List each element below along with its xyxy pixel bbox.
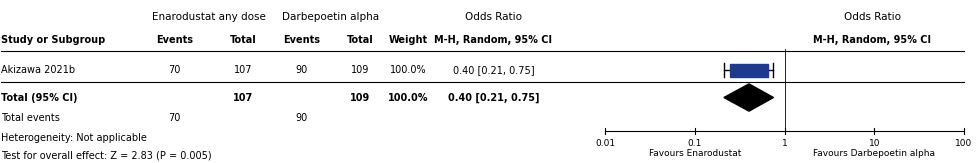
Text: 10: 10 bbox=[869, 139, 880, 148]
Text: 0.01: 0.01 bbox=[595, 139, 616, 148]
Text: 100.0%: 100.0% bbox=[389, 93, 429, 103]
Text: M-H, Random, 95% CI: M-H, Random, 95% CI bbox=[435, 35, 552, 45]
Text: Total: Total bbox=[347, 35, 373, 45]
Text: 70: 70 bbox=[169, 65, 181, 75]
Text: 107: 107 bbox=[233, 93, 253, 103]
Text: Favours Darbepoetin alpha: Favours Darbepoetin alpha bbox=[813, 149, 935, 158]
Polygon shape bbox=[724, 84, 774, 111]
Text: 100.0%: 100.0% bbox=[390, 65, 427, 75]
Text: Events: Events bbox=[283, 35, 319, 45]
Text: Enarodustat any dose: Enarodustat any dose bbox=[152, 12, 266, 22]
Text: Odds Ratio: Odds Ratio bbox=[465, 12, 522, 22]
Text: 90: 90 bbox=[295, 65, 308, 75]
Text: Total: Total bbox=[230, 35, 256, 45]
Text: Test for overall effect: Z = 2.83 (P = 0.005): Test for overall effect: Z = 2.83 (P = 0… bbox=[1, 150, 212, 160]
Text: 70: 70 bbox=[169, 113, 181, 123]
Text: Total events: Total events bbox=[1, 113, 61, 123]
Text: Darbepoetin alpha: Darbepoetin alpha bbox=[282, 12, 379, 22]
Text: Favours Enarodustat: Favours Enarodustat bbox=[649, 149, 742, 158]
Text: 107: 107 bbox=[234, 65, 252, 75]
Text: Weight: Weight bbox=[389, 35, 428, 45]
Text: 109: 109 bbox=[350, 93, 370, 103]
Text: Total (95% CI): Total (95% CI) bbox=[1, 93, 78, 103]
Text: Study or Subgroup: Study or Subgroup bbox=[1, 35, 106, 45]
Bar bbox=[730, 64, 769, 77]
Text: 1: 1 bbox=[782, 139, 787, 148]
Text: M-H, Random, 95% CI: M-H, Random, 95% CI bbox=[813, 35, 931, 45]
Text: 100: 100 bbox=[956, 139, 972, 148]
Text: Odds Ratio: Odds Ratio bbox=[844, 12, 901, 22]
Text: 0.40 [0.21, 0.75]: 0.40 [0.21, 0.75] bbox=[447, 92, 539, 103]
Text: 0.40 [0.21, 0.75]: 0.40 [0.21, 0.75] bbox=[452, 65, 534, 75]
Text: 90: 90 bbox=[295, 113, 308, 123]
Text: 109: 109 bbox=[351, 65, 369, 75]
Text: Akizawa 2021b: Akizawa 2021b bbox=[1, 65, 75, 75]
Text: 0.1: 0.1 bbox=[688, 139, 702, 148]
Text: Heterogeneity: Not applicable: Heterogeneity: Not applicable bbox=[1, 133, 148, 143]
Text: Events: Events bbox=[156, 35, 193, 45]
